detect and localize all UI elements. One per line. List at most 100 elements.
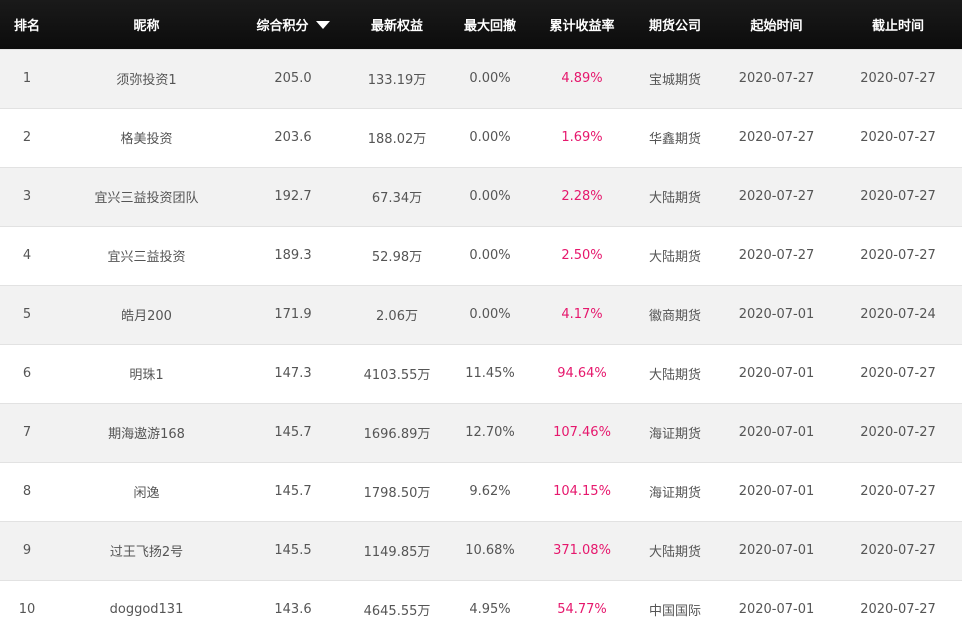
cell-start-time: 2020-07-01 xyxy=(738,484,815,499)
cell-drawdown: 12.70% xyxy=(465,425,515,440)
cell-start-time: 2020-07-01 xyxy=(738,366,815,381)
cell-cum-yield: 4.89% xyxy=(561,71,603,86)
cell-nickname[interactable]: 闲逸 xyxy=(133,486,160,501)
cell-drawdown: 9.62% xyxy=(469,484,511,499)
header-cum-yield: 累计收益率 xyxy=(549,18,615,34)
header-nickname: 昵称 xyxy=(133,18,160,34)
cell-company: 华鑫期货 xyxy=(648,132,701,147)
cell-rank: 6 xyxy=(22,366,32,381)
header-start-time: 起始时间 xyxy=(750,18,803,34)
cell-end-time: 2020-07-27 xyxy=(860,425,936,440)
table-header-row: 排名 昵称 综合积分 最新权益 最大回撤 累计收益率 期货公司 起始时间 截止时… xyxy=(0,0,962,49)
cell-cum-yield: 2.50% xyxy=(561,248,603,263)
header-company: 期货公司 xyxy=(648,18,701,34)
cell-company: 海证期货 xyxy=(648,486,701,501)
cell-rank: 1 xyxy=(22,71,32,86)
cell-company: 中国国际 xyxy=(648,604,701,620)
cell-nickname[interactable]: 过王飞扬2号 xyxy=(109,545,184,560)
cell-nickname[interactable]: 皓月200 xyxy=(121,309,172,324)
cell-start-time: 2020-07-01 xyxy=(738,425,815,440)
cell-cum-yield: 1.69% xyxy=(561,130,603,145)
cell-equity: 1149.85万 xyxy=(363,545,431,560)
cell-company: 大陆期货 xyxy=(648,368,701,383)
cell-equity: 1696.89万 xyxy=(363,427,431,442)
cell-score: 189.3 xyxy=(274,248,312,263)
cell-start-time: 2020-07-27 xyxy=(738,130,815,145)
header-end-time: 截止时间 xyxy=(871,18,924,34)
cell-company: 大陆期货 xyxy=(648,545,701,560)
cell-score: 171.9 xyxy=(274,307,312,322)
cell-cum-yield: 104.15% xyxy=(553,484,611,499)
cell-score: 203.6 xyxy=(274,130,312,145)
cell-start-time: 2020-07-27 xyxy=(738,189,815,204)
cell-equity: 1798.50万 xyxy=(363,486,431,501)
cell-score: 145.7 xyxy=(274,425,312,440)
cell-cum-yield: 54.77% xyxy=(557,602,607,618)
cell-nickname[interactable]: doggod131 xyxy=(109,602,184,618)
table-row: 10 doggod131 143.6 4645.55万 4.95% 54.77% 中国国际 2… xyxy=(0,580,962,639)
cell-nickname[interactable]: 须弥投资1 xyxy=(116,73,177,88)
cell-end-time: 2020-07-27 xyxy=(860,248,936,263)
cell-score: 205.0 xyxy=(274,71,312,86)
cell-score: 145.5 xyxy=(274,543,312,558)
cell-end-time: 2020-07-27 xyxy=(860,543,936,558)
cell-company: 宝城期货 xyxy=(648,73,701,88)
table-body: 1 须弥投资1 205.0 133.19万 0.00% 4.89% 宝城期货 2020-07-… xyxy=(0,49,962,639)
cell-equity: 67.34万 xyxy=(371,191,423,206)
cell-equity: 133.19万 xyxy=(367,73,427,88)
cell-start-time: 2020-07-01 xyxy=(738,543,815,558)
cell-equity: 4645.55万 xyxy=(363,604,431,620)
table-row: 4 宜兴三益投资 189.3 52.98万 0.00% 2.50% 大陆期货 2020-07-… xyxy=(0,226,962,285)
cell-end-time: 2020-07-27 xyxy=(860,484,936,499)
cell-company: 大陆期货 xyxy=(648,250,701,265)
table-row: 1 须弥投资1 205.0 133.19万 0.00% 4.89% 宝城期货 2020-07-… xyxy=(0,49,962,108)
cell-equity: 2.06万 xyxy=(376,309,418,324)
cell-nickname[interactable]: 宜兴三益投资 xyxy=(107,250,186,265)
cell-drawdown: 10.68% xyxy=(465,543,515,558)
cell-rank: 8 xyxy=(22,484,32,499)
cell-equity: 52.98万 xyxy=(371,250,423,265)
table-row: 5 皓月200 171.9 2.06万 0.00% 4.17% 徽商期货 2020-07-01… xyxy=(0,285,962,344)
table-row: 7 期海遨游168 145.7 1696.89万 12.70% 107.46% 海证期货 20… xyxy=(0,403,962,462)
cell-rank: 3 xyxy=(22,189,32,204)
header-equity: 最新权益 xyxy=(370,18,423,34)
cell-rank: 2 xyxy=(22,130,32,145)
table-row: 6 明珠1 147.3 4103.55万 11.45% 94.64% 大陆期货 2020-07… xyxy=(0,344,962,403)
caret-down-icon[interactable] xyxy=(315,20,330,29)
cell-nickname[interactable]: 宜兴三益投资团队 xyxy=(94,191,199,206)
cell-rank: 4 xyxy=(22,248,32,263)
cell-nickname[interactable]: 明珠1 xyxy=(129,368,164,383)
cell-end-time: 2020-07-27 xyxy=(860,602,936,618)
cell-cum-yield: 2.28% xyxy=(561,189,603,204)
cell-nickname[interactable]: 期海遨游168 xyxy=(108,427,185,442)
header-drawdown: 最大回撤 xyxy=(463,18,516,34)
cell-rank: 5 xyxy=(22,307,32,322)
table-row: 9 过王飞扬2号 145.5 1149.85万 10.68% 371.08% 大陆期货 202… xyxy=(0,521,962,580)
cell-cum-yield: 4.17% xyxy=(561,307,603,322)
cell-rank: 7 xyxy=(22,425,32,440)
cell-score: 147.3 xyxy=(274,366,312,381)
cell-equity: 4103.55万 xyxy=(363,368,431,383)
cell-drawdown: 0.00% xyxy=(469,248,511,263)
cell-score: 143.6 xyxy=(274,602,312,618)
cell-drawdown: 0.00% xyxy=(469,130,511,145)
cell-company: 海证期货 xyxy=(648,427,701,442)
cell-nickname[interactable]: 格美投资 xyxy=(120,132,173,147)
cell-company: 徽商期货 xyxy=(648,309,701,324)
cell-end-time: 2020-07-27 xyxy=(860,71,936,86)
cell-end-time: 2020-07-24 xyxy=(860,307,936,322)
cell-drawdown: 11.45% xyxy=(465,366,515,381)
cell-drawdown: 0.00% xyxy=(469,189,511,204)
cell-score: 145.7 xyxy=(274,484,312,499)
cell-equity: 188.02万 xyxy=(367,132,427,147)
cell-drawdown: 4.95% xyxy=(469,602,511,618)
header-score-sort[interactable]: 综合积分 xyxy=(239,0,347,49)
cell-drawdown: 0.00% xyxy=(469,71,511,86)
table-row: 2 格美投资 203.6 188.02万 0.00% 1.69% 华鑫期货 2020-07-2… xyxy=(0,108,962,167)
cell-start-time: 2020-07-27 xyxy=(738,248,815,263)
cell-cum-yield: 371.08% xyxy=(553,543,611,558)
header-score-label: 综合积分 xyxy=(256,18,309,34)
cell-company: 大陆期货 xyxy=(648,191,701,206)
cell-start-time: 2020-07-27 xyxy=(738,71,815,86)
